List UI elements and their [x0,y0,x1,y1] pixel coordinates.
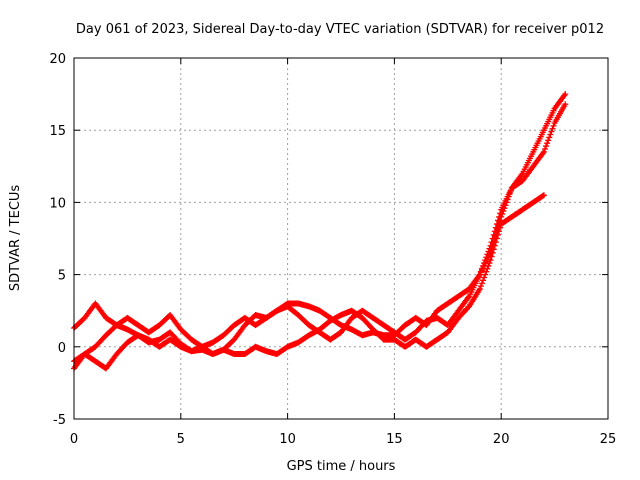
data-point [550,122,557,129]
data-point [540,148,547,155]
axis-ticks: 0 5 10 15 20 25 -5 0 5 10 15 20 [49,52,616,447]
y-tick-label: 0 [58,341,66,356]
x-tick-label: 15 [386,432,403,447]
data-point [548,128,555,135]
data-point [476,271,483,278]
data-point [539,192,546,199]
series-track-3 [71,192,547,372]
data-point [494,231,501,238]
data-point [497,224,504,231]
chart-title: Day 061 of 2023, Sidereal Day-to-day VTE… [76,22,604,37]
y-tick-label: 20 [49,52,66,67]
data-point [486,245,493,252]
y-tick-label: 15 [49,124,66,139]
x-axis-label: GPS time / hours [287,459,396,474]
data-point [491,242,498,249]
plot-frame [73,57,609,420]
data-point [543,143,550,150]
data-point [484,265,491,272]
data-point [497,210,504,217]
data-point [540,192,547,199]
y-axis-label: SDTVAR / TECUs [8,185,23,292]
data-point [496,228,503,235]
data-point [482,271,489,278]
data-point [486,260,493,267]
data-point [480,262,487,269]
data-point [481,274,488,281]
data-point [485,248,492,255]
data-point [490,246,497,253]
data-point [489,249,496,256]
data-point [483,254,490,261]
data-point [562,91,569,98]
series-track-1 [71,91,569,358]
data-point [544,140,551,147]
data-point [477,283,484,290]
grid-lines [74,58,608,419]
data-point [562,101,569,108]
data-point [546,134,553,141]
data-marks [71,91,569,372]
x-tick-label: 0 [70,432,78,447]
data-point [477,268,484,275]
data-point [545,137,552,144]
y-tick-label: -5 [53,413,66,428]
data-point [476,286,483,293]
series-track-2 [71,101,569,365]
data-point [488,253,495,260]
x-tick-label: 20 [493,432,510,447]
data-point [484,251,491,258]
data-point [485,262,492,269]
data-point [480,277,487,284]
data-point [478,265,485,272]
data-point [547,131,554,138]
data-point [494,217,501,224]
data-point [493,235,500,242]
data-point [483,268,490,275]
y-tick-label: 10 [49,196,66,211]
data-point [549,125,556,132]
data-point [496,213,503,220]
x-tick-label: 25 [600,432,617,447]
y-tick-label: 5 [58,269,66,284]
x-tick-label: 10 [279,432,296,447]
data-point [478,280,485,287]
x-tick-label: 5 [177,432,185,447]
data-point [482,257,489,264]
data-point [481,260,488,267]
data-point [487,257,494,264]
data-point [541,145,548,152]
data-point [492,239,499,246]
